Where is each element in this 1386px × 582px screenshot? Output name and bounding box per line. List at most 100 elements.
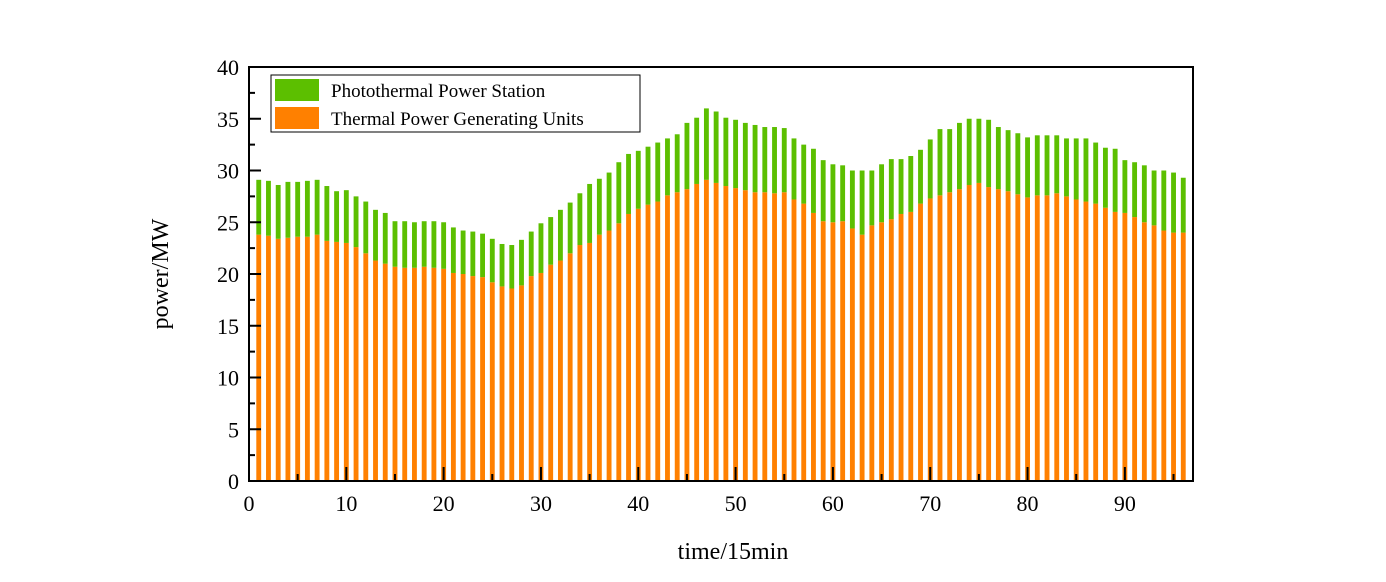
x-tick-label-0: 0 bbox=[244, 491, 255, 516]
bar-thermal-59 bbox=[820, 221, 826, 481]
bar-thermal-25 bbox=[489, 282, 495, 481]
bar-thermal-91 bbox=[1132, 217, 1138, 481]
bar-photothermal-93 bbox=[1151, 170, 1157, 226]
x-tick-label-30: 30 bbox=[530, 491, 552, 516]
y-tick-label-20: 20 bbox=[217, 262, 239, 287]
bar-photothermal-74 bbox=[966, 118, 972, 185]
bar-thermal-82 bbox=[1044, 195, 1050, 481]
bar-photothermal-52 bbox=[752, 124, 758, 193]
bar-photothermal-34 bbox=[577, 193, 583, 246]
bar-thermal-77 bbox=[995, 189, 1001, 481]
bar-thermal-94 bbox=[1161, 230, 1167, 481]
bar-thermal-1 bbox=[256, 234, 262, 481]
bar-photothermal-76 bbox=[986, 119, 992, 188]
x-tick-label-80: 80 bbox=[1017, 491, 1039, 516]
bar-photothermal-75 bbox=[976, 118, 982, 183]
bar-thermal-38 bbox=[616, 223, 622, 481]
bar-thermal-83 bbox=[1054, 193, 1060, 481]
x-tick-label-50: 50 bbox=[725, 491, 747, 516]
bar-thermal-22 bbox=[460, 274, 466, 481]
bar-thermal-80 bbox=[1025, 197, 1030, 481]
bar-thermal-66 bbox=[888, 219, 894, 481]
bar-photothermal-31 bbox=[548, 217, 554, 265]
bar-thermal-45 bbox=[684, 189, 690, 481]
bar-photothermal-59 bbox=[820, 160, 826, 222]
bar-thermal-68 bbox=[908, 211, 914, 481]
bar-thermal-50 bbox=[733, 188, 739, 481]
bar-photothermal-83 bbox=[1054, 135, 1060, 194]
bar-thermal-47 bbox=[703, 179, 709, 481]
legend: Photothermal Power Station Thermal Power… bbox=[270, 74, 641, 133]
bar-thermal-57 bbox=[801, 203, 807, 481]
bar-photothermal-23 bbox=[470, 231, 476, 277]
bar-thermal-39 bbox=[626, 213, 631, 481]
bar-photothermal-11 bbox=[353, 196, 359, 248]
bar-photothermal-71 bbox=[937, 129, 943, 196]
bar-thermal-16 bbox=[402, 267, 408, 481]
bar-photothermal-19 bbox=[431, 221, 437, 268]
bar-thermal-10 bbox=[343, 242, 349, 481]
bar-thermal-75 bbox=[976, 182, 982, 482]
bar-thermal-15 bbox=[392, 266, 398, 481]
bar-thermal-29 bbox=[528, 276, 534, 481]
bar-thermal-64 bbox=[869, 225, 875, 481]
bar-thermal-7 bbox=[314, 234, 320, 481]
bar-thermal-43 bbox=[665, 195, 670, 481]
bar-photothermal-22 bbox=[460, 230, 466, 274]
bar-thermal-31 bbox=[548, 264, 554, 481]
bar-photothermal-79 bbox=[1015, 133, 1021, 195]
bar-thermal-72 bbox=[947, 192, 953, 482]
bar-photothermal-15 bbox=[392, 221, 398, 267]
y-tick-label-30: 30 bbox=[217, 159, 239, 184]
bar-thermal-19 bbox=[431, 267, 437, 481]
bar-photothermal-24 bbox=[480, 233, 485, 278]
bar-thermal-40 bbox=[635, 208, 641, 482]
x-tick-label-20: 20 bbox=[433, 491, 455, 516]
bar-thermal-13 bbox=[373, 260, 378, 481]
bar-thermal-33 bbox=[567, 253, 573, 481]
bar-photothermal-84 bbox=[1064, 138, 1069, 197]
bar-photothermal-87 bbox=[1093, 142, 1099, 204]
bar-thermal-85 bbox=[1073, 199, 1079, 482]
bar-photothermal-81 bbox=[1034, 135, 1040, 196]
x-axis-title: time/15min bbox=[678, 539, 789, 565]
bar-photothermal-77 bbox=[995, 127, 1001, 190]
bar-photothermal-43 bbox=[665, 138, 670, 196]
bar-photothermal-10 bbox=[343, 190, 349, 243]
bar-thermal-49 bbox=[723, 186, 729, 481]
bar-photothermal-1 bbox=[256, 179, 262, 235]
bar-thermal-2 bbox=[266, 235, 271, 481]
bar-thermal-88 bbox=[1102, 207, 1108, 481]
bar-photothermal-16 bbox=[402, 221, 408, 268]
y-axis-title: power/MW bbox=[148, 218, 174, 329]
bar-thermal-20 bbox=[441, 268, 447, 481]
bar-photothermal-80 bbox=[1025, 137, 1030, 198]
bar-thermal-56 bbox=[791, 199, 797, 482]
bar-thermal-27 bbox=[509, 288, 515, 481]
bar-thermal-41 bbox=[645, 204, 651, 481]
bar-photothermal-91 bbox=[1132, 162, 1138, 218]
bar-thermal-79 bbox=[1015, 194, 1021, 481]
bar-photothermal-8 bbox=[324, 186, 330, 241]
bar-thermal-65 bbox=[879, 222, 885, 481]
bar-photothermal-65 bbox=[879, 164, 885, 223]
legend-label-photothermal: Photothermal Power Station bbox=[331, 81, 546, 102]
bar-photothermal-82 bbox=[1044, 135, 1050, 196]
bar-photothermal-69 bbox=[918, 149, 923, 204]
bar-thermal-28 bbox=[519, 285, 524, 481]
bar-photothermal-89 bbox=[1112, 148, 1118, 212]
bar-photothermal-66 bbox=[888, 159, 894, 220]
bar-thermal-36 bbox=[596, 234, 602, 481]
bar-thermal-37 bbox=[606, 230, 612, 481]
bar-photothermal-55 bbox=[781, 128, 787, 193]
y-tick-label-5: 5 bbox=[228, 417, 239, 442]
bar-thermal-42 bbox=[655, 201, 661, 482]
bar-thermal-35 bbox=[587, 242, 593, 481]
bars-layer bbox=[256, 108, 1186, 482]
bar-thermal-9 bbox=[334, 241, 340, 481]
bar-photothermal-27 bbox=[509, 245, 515, 289]
bar-photothermal-12 bbox=[363, 201, 369, 254]
bar-thermal-32 bbox=[557, 260, 563, 481]
bar-photothermal-21 bbox=[450, 227, 456, 273]
